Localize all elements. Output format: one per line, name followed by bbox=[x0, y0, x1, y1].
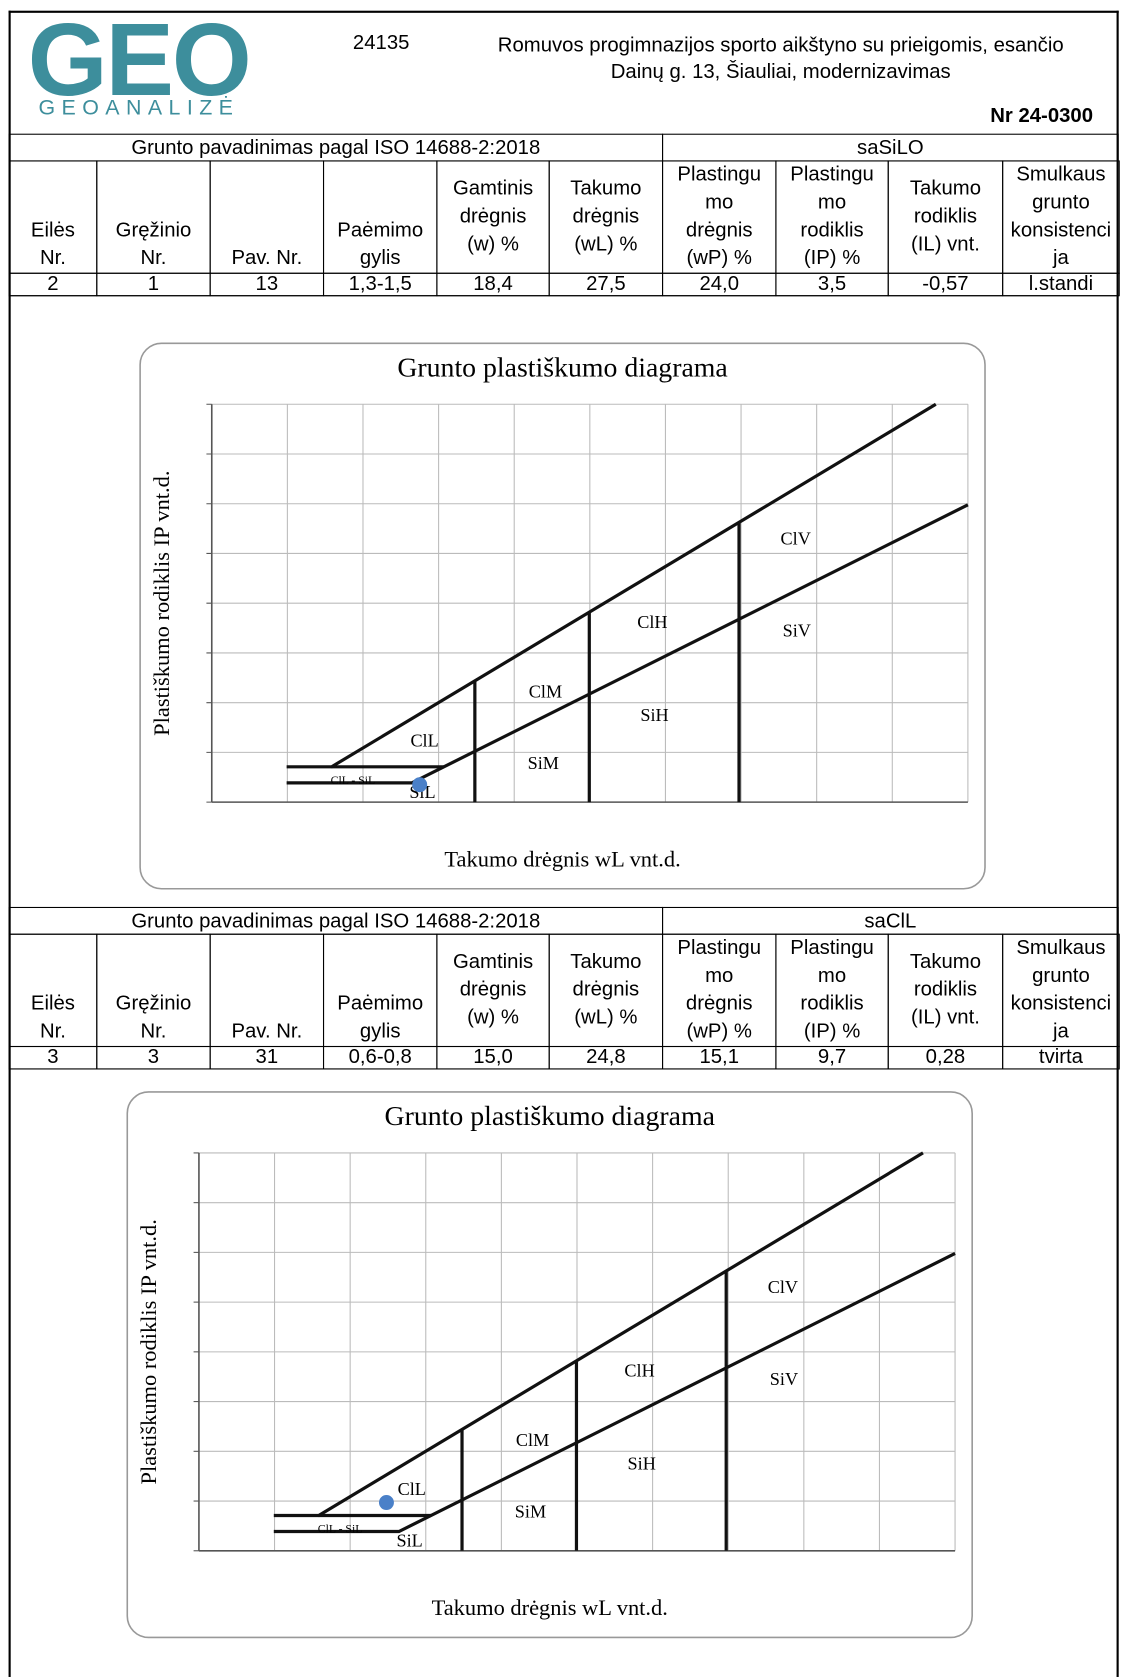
row-cell: l.standi bbox=[1002, 272, 1120, 297]
column-header: Takumo drėgnis (wL) % bbox=[548, 160, 664, 274]
x-axis-label: Takumo drėgnis wL vnt.d. bbox=[432, 1595, 668, 1620]
row-cell: 3 bbox=[96, 1045, 211, 1070]
project-code: 24135 bbox=[352, 32, 410, 55]
row-cell: 15,0 bbox=[436, 1045, 550, 1070]
zone-label: ClV bbox=[781, 528, 811, 548]
name-label: Grunto pavadinimas pagal ISO 14688-2:201… bbox=[8, 906, 664, 935]
name-value: saClL bbox=[662, 906, 1119, 935]
zone-label: SiM bbox=[515, 1502, 546, 1522]
row-cell: tvirta bbox=[1002, 1045, 1120, 1070]
table-rule bbox=[8, 1068, 1119, 1070]
name-label: Grunto pavadinimas pagal ISO 14688-2:201… bbox=[8, 133, 664, 162]
row-cell: 1,3-1,5 bbox=[322, 272, 438, 297]
plot bbox=[206, 402, 969, 803]
row-cell: 9,7 bbox=[775, 1045, 889, 1070]
a-line-lower bbox=[273, 1252, 956, 1534]
column-header: Pav. Nr. bbox=[209, 933, 325, 1048]
column-header: Takumo drėgnis (wL) % bbox=[548, 933, 664, 1048]
row-cell: 0,28 bbox=[887, 1045, 1004, 1070]
name-value: saSiLO bbox=[662, 133, 1119, 162]
column-header: Plastingu mo rodiklis (IP) % bbox=[775, 933, 889, 1048]
row-cell: -0,57 bbox=[887, 272, 1004, 297]
zone-label: ClM bbox=[516, 1430, 549, 1450]
row-cell: 1 bbox=[96, 272, 211, 297]
y-axis-label: Plastiškumo rodiklis IP vnt.d. bbox=[136, 1219, 161, 1484]
chart-frame bbox=[139, 342, 986, 890]
column-header: Plastingu mo drėgnis (wP) % bbox=[662, 160, 777, 274]
logo-name: GEOANALIZĖ bbox=[38, 96, 240, 120]
column-header: Gamtinis drėgnis (w) % bbox=[436, 933, 550, 1048]
column-header: Pav. Nr. bbox=[209, 160, 325, 274]
zone-label: SiH bbox=[628, 1453, 656, 1473]
doc-number: Nr 24-0300 bbox=[990, 104, 1094, 128]
row-cell: 3 bbox=[8, 1045, 98, 1070]
chart-frame bbox=[126, 1091, 973, 1639]
column-header: Eilės Nr. bbox=[8, 160, 98, 274]
zone-label: SiL bbox=[396, 1530, 422, 1550]
column-header: Paėmimo gylis bbox=[322, 933, 438, 1048]
column-header: Smulkaus grunto konsistenci ja bbox=[1002, 160, 1120, 274]
a-line-lower bbox=[286, 503, 969, 785]
row-cell: 3,5 bbox=[775, 272, 889, 297]
y-axis-label: Plastiškumo rodiklis IP vnt.d. bbox=[149, 471, 174, 736]
column-header: Takumo rodiklis (IL) vnt. bbox=[887, 160, 1004, 274]
chart-title: Grunto plastiškumo diagrama bbox=[397, 352, 727, 383]
row-cell: 27,5 bbox=[548, 272, 664, 297]
column-header: Gamtinis drėgnis (w) % bbox=[436, 160, 550, 274]
zone-label: ClH bbox=[637, 612, 667, 632]
zone-label: SiV bbox=[770, 1369, 798, 1389]
page-border bbox=[8, 10, 1119, 1677]
zone-label: ClL bbox=[410, 731, 438, 751]
sample-point bbox=[412, 777, 428, 793]
zone-label: ClH bbox=[624, 1360, 654, 1380]
zone-label: ClL - SiL bbox=[318, 1523, 363, 1536]
row-cell: 24,0 bbox=[662, 272, 777, 297]
table-rule bbox=[8, 295, 1119, 297]
zone-label: ClL bbox=[398, 1479, 426, 1499]
column-header: Plastingu mo rodiklis (IP) % bbox=[775, 160, 889, 274]
row-cell: 31 bbox=[209, 1045, 325, 1070]
zone-label: ClV bbox=[768, 1277, 798, 1297]
column-header: Plastingu mo drėgnis (wP) % bbox=[662, 933, 777, 1048]
row-cell: 0,6-0,8 bbox=[322, 1045, 438, 1070]
plasticity-chart: Grunto plastiškumo diagrama Plastiškumo r… bbox=[139, 342, 986, 890]
sample-point bbox=[378, 1495, 394, 1511]
column-header: Gręžinio Nr. bbox=[96, 933, 211, 1048]
zone-label: SiH bbox=[640, 705, 668, 725]
x-axis-label: Takumo drėgnis wL vnt.d. bbox=[444, 846, 680, 871]
column-header: Smulkaus grunto konsistenci ja bbox=[1002, 933, 1120, 1048]
chart-title: Grunto plastiškumo diagrama bbox=[385, 1101, 715, 1132]
column-header: Eilės Nr. bbox=[8, 933, 98, 1048]
row-cell: 13 bbox=[209, 272, 325, 297]
zone-label: SiM bbox=[528, 753, 559, 773]
row-cell: 24,8 bbox=[548, 1045, 664, 1070]
zone-label: SiV bbox=[783, 620, 811, 640]
column-header: Gręžinio Nr. bbox=[96, 160, 211, 274]
row-cell: 18,4 bbox=[436, 272, 550, 297]
column-header: Paėmimo gylis bbox=[322, 160, 438, 274]
zone-label: ClM bbox=[529, 681, 562, 701]
project-title: Romuvos progimnazijos sporto aikštyno su… bbox=[497, 34, 1064, 84]
zone-label: ClL - SiL bbox=[331, 774, 376, 787]
plasticity-chart: Grunto plastiškumo diagrama Plastiškumo r… bbox=[126, 1091, 973, 1639]
row-cell: 2 bbox=[8, 272, 98, 297]
row-cell: 15,1 bbox=[662, 1045, 777, 1070]
column-header: Takumo rodiklis (IL) vnt. bbox=[887, 933, 1004, 1048]
plot bbox=[193, 1151, 956, 1552]
logo-mark: GEO bbox=[27, 3, 252, 118]
